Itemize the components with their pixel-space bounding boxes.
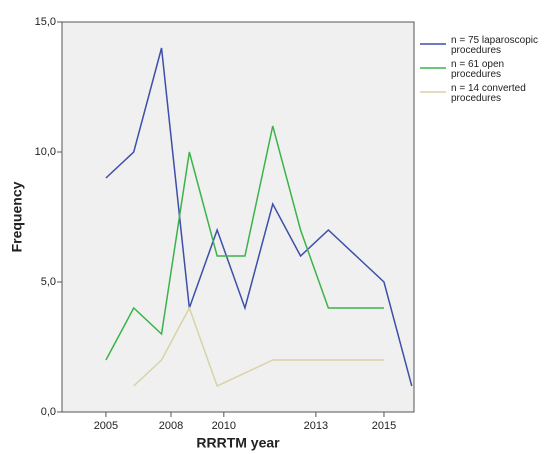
x-tick-label: 2008 (159, 420, 183, 432)
legend-line: procedures (451, 93, 501, 104)
x-axis-title: RRRTM year (196, 435, 280, 451)
y-tick-label: 10,0 (35, 146, 56, 158)
series-line (105, 125, 384, 361)
y-tick-label: 15,0 (35, 16, 56, 28)
legend-text: n = 61 open procedures (451, 59, 504, 80)
legend-text: n = 14 converted procedures (451, 83, 526, 104)
x-tick-label: 2005 (94, 420, 118, 432)
y-tick-label: 0,0 (41, 406, 56, 418)
y-tick-label: 5,0 (41, 276, 56, 288)
x-tick-label: 2010 (212, 420, 236, 432)
plot-area (61, 21, 415, 413)
legend-line: n = 14 converted (451, 83, 526, 94)
legend-text: n = 75 laparoscopic procedures (451, 35, 538, 56)
legend-line: n = 61 open (451, 59, 504, 70)
legend-line: n = 75 laparoscopic (451, 35, 538, 46)
series-line (133, 306, 384, 388)
legend-line: procedures (451, 69, 501, 80)
y-axis-title: Frequency (9, 181, 25, 252)
x-tick-label: 2015 (372, 420, 396, 432)
legend-line: procedures (451, 45, 501, 56)
series-line (105, 47, 413, 387)
x-tick-label: 2013 (304, 420, 328, 432)
